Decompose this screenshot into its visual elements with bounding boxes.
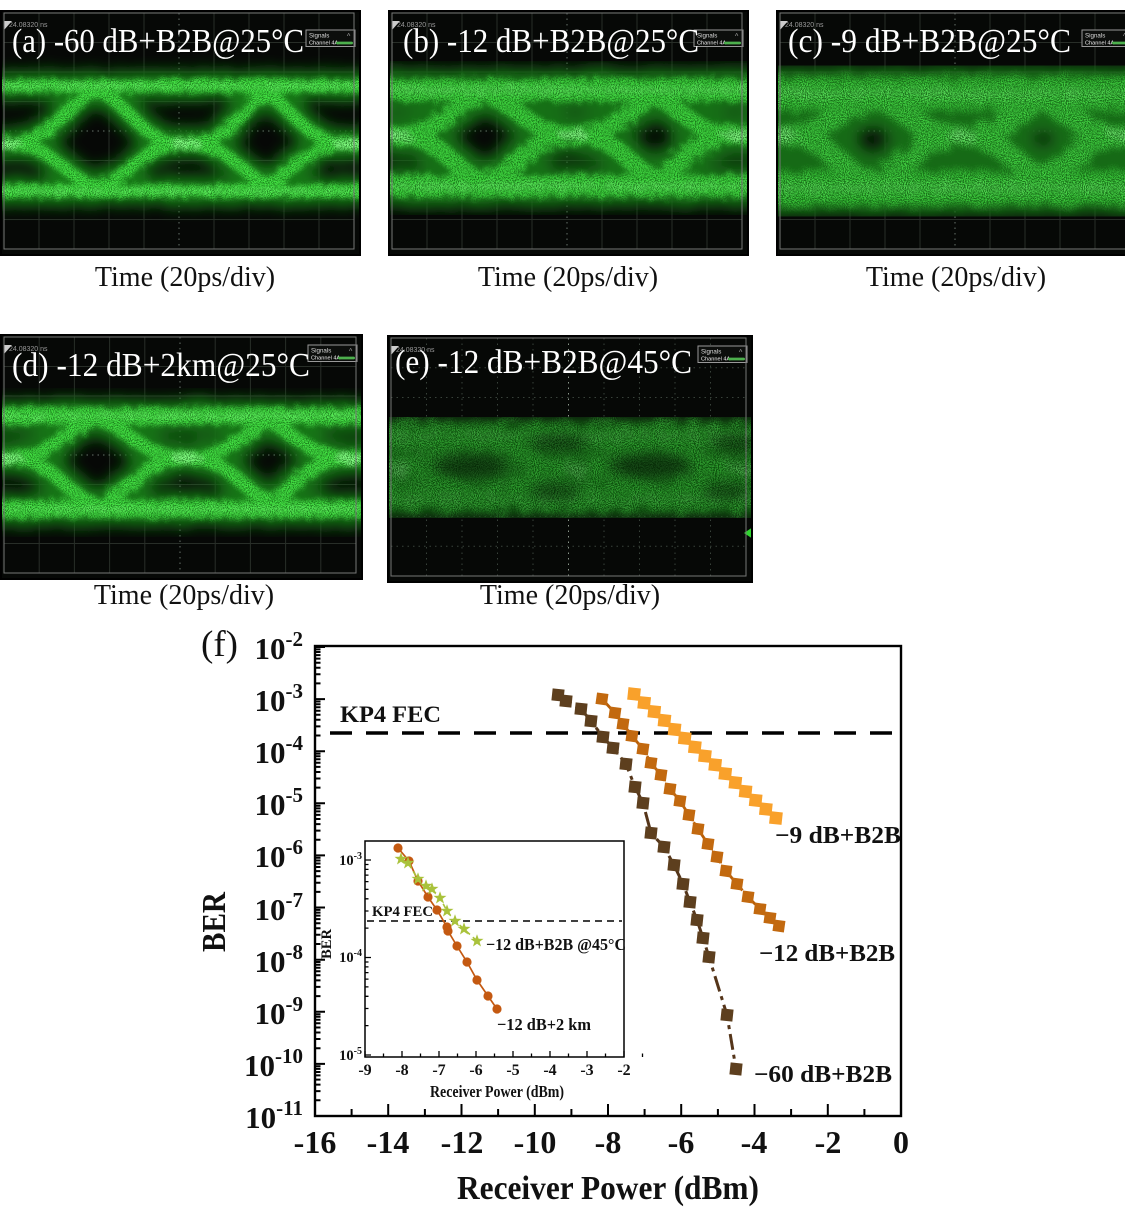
svg-text:24.08320 ns: 24.08320 ns <box>397 22 436 29</box>
svg-text:-2: -2 <box>617 1062 630 1079</box>
svg-text:(d) -12 dB+2km@25°C: (d) -12 dB+2km@25°C <box>12 347 310 384</box>
svg-text:10-4: 10-4 <box>255 731 304 770</box>
svg-text:-6: -6 <box>668 1124 695 1160</box>
svg-text:-6: -6 <box>469 1062 482 1079</box>
svg-text:-7: -7 <box>432 1062 445 1079</box>
svg-text:Signals: Signals <box>701 349 721 356</box>
svg-text:Receiver Power (dBm): Receiver Power (dBm) <box>430 1082 564 1101</box>
svg-text:Channel 4A: Channel 4A <box>1085 41 1115 47</box>
svg-text:-8: -8 <box>595 1124 622 1160</box>
svg-text:KP4 FEC: KP4 FEC <box>340 702 441 727</box>
svg-text:10-7: 10-7 <box>255 888 304 927</box>
svg-text:Signals: Signals <box>1085 33 1105 40</box>
svg-text:10-3: 10-3 <box>255 679 304 718</box>
svg-text:−9 dB+B2B: −9 dB+B2B <box>775 823 901 849</box>
svg-text:24.08320 ns: 24.08320 ns <box>396 347 435 354</box>
svg-text:-8: -8 <box>395 1062 408 1079</box>
svg-text:Channel 4A: Channel 4A <box>701 357 731 363</box>
svg-text:-10: -10 <box>514 1124 557 1160</box>
svg-text:Channel 4A: Channel 4A <box>309 41 339 47</box>
svg-text:−12 dB+B2B @45°C: −12 dB+B2B @45°C <box>486 935 626 954</box>
svg-text:-3: -3 <box>580 1062 593 1079</box>
svg-text:24.08320 ns: 24.08320 ns <box>9 22 48 29</box>
svg-text:10-10: 10-10 <box>244 1044 303 1083</box>
svg-text:10-3: 10-3 <box>339 851 362 869</box>
svg-text:Channel 4A: Channel 4A <box>697 41 727 47</box>
svg-text:10-4: 10-4 <box>339 948 362 966</box>
svg-text:-5: -5 <box>506 1062 519 1079</box>
svg-text:-9: -9 <box>358 1062 371 1079</box>
svg-text:0: 0 <box>893 1124 909 1160</box>
svg-text:Signals: Signals <box>309 33 329 40</box>
svg-text:(b) -12 dB+B2B@25°C: (b) -12 dB+B2B@25°C <box>403 23 699 60</box>
svg-text:^: ^ <box>349 349 353 356</box>
svg-text:24.08320 ns: 24.08320 ns <box>9 346 48 353</box>
svg-text:24.08320 ns: 24.08320 ns <box>785 22 824 29</box>
svg-text:-4: -4 <box>543 1062 556 1079</box>
svg-text:-12: -12 <box>441 1124 484 1160</box>
svg-text:10-6: 10-6 <box>255 835 304 874</box>
svg-text:(e) -12 dB+B2B@45°C: (e) -12 dB+B2B@45°C <box>395 344 692 381</box>
svg-text:(a) -60 dB+B2B@25°C: (a) -60 dB+B2B@25°C <box>12 23 304 60</box>
svg-text:10-9: 10-9 <box>255 992 304 1031</box>
svg-text:-16: -16 <box>294 1124 337 1160</box>
svg-text:10-8: 10-8 <box>255 940 304 979</box>
svg-text:^: ^ <box>1123 34 1125 41</box>
svg-text:BER: BER <box>196 892 233 952</box>
svg-text:^: ^ <box>735 34 739 41</box>
svg-text:(c) -9 dB+B2B@25°C: (c) -9 dB+B2B@25°C <box>788 23 1071 60</box>
svg-text:^: ^ <box>739 350 743 357</box>
svg-text:^: ^ <box>347 34 351 41</box>
svg-text:Channel 4A: Channel 4A <box>311 356 341 362</box>
svg-text:(f): (f) <box>201 624 238 665</box>
svg-text:−60 dB+B2B: −60 dB+B2B <box>754 1062 892 1088</box>
svg-text:−12 dB+2 km: −12 dB+2 km <box>497 1015 591 1034</box>
svg-text:Signals: Signals <box>697 33 717 40</box>
svg-text:Receiver Power (dBm): Receiver Power (dBm) <box>457 1170 759 1207</box>
svg-text:-14: -14 <box>367 1124 410 1160</box>
svg-text:−12 dB+B2B: −12 dB+B2B <box>759 941 895 967</box>
svg-text:-4: -4 <box>741 1124 768 1160</box>
svg-text:-2: -2 <box>815 1124 842 1160</box>
svg-text:10-2: 10-2 <box>255 627 304 666</box>
svg-text:KP4 FEC: KP4 FEC <box>372 904 433 920</box>
svg-text:10-5: 10-5 <box>255 783 304 822</box>
svg-text:Signals: Signals <box>311 348 331 355</box>
svg-text:BER: BER <box>319 929 335 959</box>
